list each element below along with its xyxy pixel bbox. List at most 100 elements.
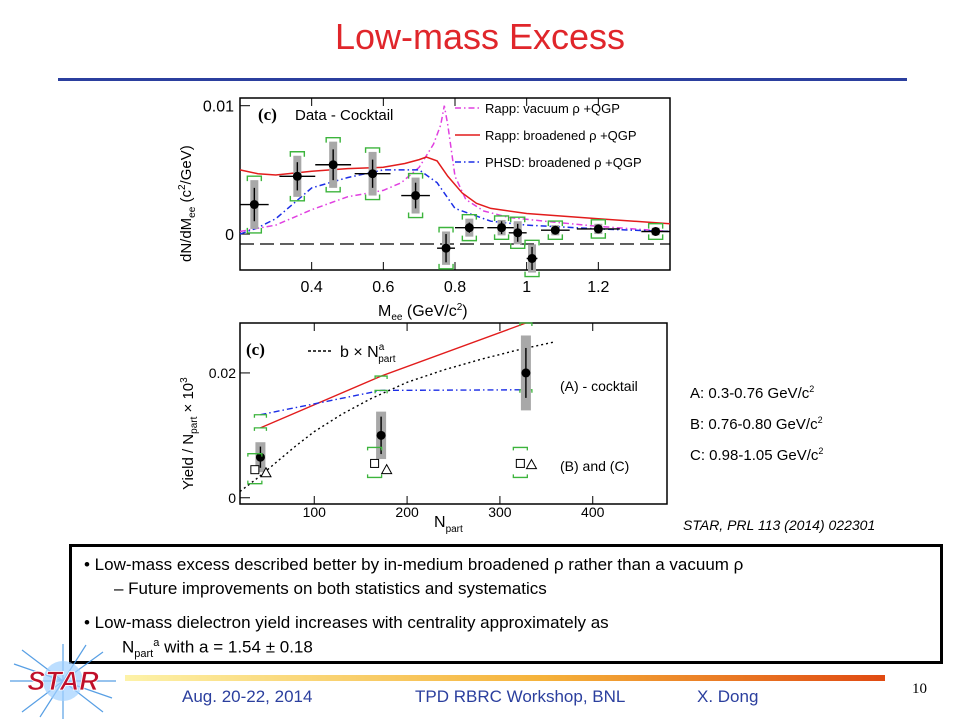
- annotation-b-and-c: (B) and (C): [560, 458, 629, 474]
- top-y-tick-label: 0: [225, 227, 234, 244]
- data-point-c: [260, 466, 272, 478]
- summary-bullet-2-formula: Nparta with a = 1.54 ± 0.18: [122, 637, 313, 661]
- data-point-c: [380, 463, 393, 475]
- sys-bracket-top: [647, 222, 664, 229]
- data-point: [651, 226, 661, 236]
- data-point: [593, 224, 603, 234]
- sys-bracket-bottom: [461, 235, 478, 242]
- model-bracket: [253, 427, 268, 431]
- sys-bracket-top: [524, 239, 540, 246]
- bottom-panel-label: (c): [246, 340, 265, 359]
- sys-bracket-bottom: [493, 234, 510, 241]
- bottom-y-axis-label: Yield / Npart × 103: [179, 377, 200, 490]
- summary-box: • Low-mass excess described better by in…: [69, 544, 943, 664]
- data-point: [328, 160, 338, 170]
- bottom-x-tick-label: 300: [488, 504, 512, 520]
- sys-bracket-top: [289, 151, 306, 157]
- sys-bracket-top: [510, 216, 526, 223]
- legend-label-phsd: PHSD: broadened ρ +QGP: [485, 155, 642, 170]
- data-point-b: [515, 458, 525, 468]
- legend-label-rapp-broadened: Rapp: broadened ρ +QGP: [485, 128, 637, 143]
- bottom-x-axis-label: Npart: [434, 514, 463, 535]
- sys-bracket-bottom: [325, 186, 341, 193]
- data-point: [249, 200, 259, 210]
- data-point-a: [255, 452, 265, 462]
- bottom-x-tick-label: 200: [395, 504, 419, 520]
- mass-window-b: B: 0.76-0.80 GeV/c2: [690, 415, 823, 433]
- data-point: [441, 243, 451, 253]
- bottom-x-tick-label: 400: [581, 504, 605, 520]
- top-x-axis-label: Mee (GeV/c2): [378, 302, 468, 323]
- model-bracket: [253, 414, 268, 418]
- b-bracket-top: [512, 446, 528, 451]
- data-point-b: [250, 465, 260, 475]
- legend-label-rapp-vacuum: Rapp: vacuum ρ +QGP: [485, 101, 620, 116]
- top-x-tick-label: 0.6: [372, 279, 394, 296]
- model-bracket: [374, 375, 388, 380]
- sys-bracket-top: [325, 136, 341, 143]
- sys-bracket-bottom: [647, 234, 664, 241]
- bottom-x-tick-label: 100: [303, 504, 327, 520]
- curve-rapp-broadened-qgp: [239, 156, 671, 225]
- data-point-b: [370, 458, 380, 468]
- curve-phsd-broadened-qgp: [239, 169, 671, 235]
- slide-title: Low-mass Excess: [334, 16, 626, 57]
- sys-bracket-bottom: [590, 233, 607, 239]
- sys-bracket-bottom: [524, 271, 540, 278]
- mass-window-a: A: 0.3-0.76 GeV/c2: [690, 384, 815, 402]
- model-bracket: [519, 322, 533, 326]
- sys-bracket-bottom: [547, 234, 564, 241]
- sys-bracket-top: [407, 172, 424, 179]
- sys-bracket-top: [246, 175, 263, 182]
- top-x-tick-label: 0.4: [301, 279, 323, 296]
- mass-window-c: C: 0.98-1.05 GeV/c2: [690, 446, 824, 464]
- sys-bracket-bottom: [438, 263, 454, 270]
- data-point: [464, 223, 474, 233]
- data-point: [550, 225, 560, 235]
- top-y-axis-label: dN/dMee (c2/GeV): [177, 145, 198, 262]
- sys-bracket-top: [493, 215, 510, 221]
- data-point: [368, 169, 378, 179]
- data-point: [292, 171, 302, 181]
- data-point: [513, 228, 523, 238]
- star-logo: STAR: [10, 644, 116, 719]
- model-bracket: [374, 389, 388, 394]
- sys-bracket-top: [438, 226, 454, 233]
- data-point: [497, 223, 507, 233]
- bottom-legend-label: b × Na part: [340, 342, 396, 365]
- footer-gradient-bar: [125, 675, 885, 681]
- sys-bracket-top: [364, 147, 381, 153]
- curve-rapp-vacuum-qgp: [239, 105, 671, 233]
- top-x-tick-label: 1: [522, 279, 531, 296]
- summary-bullet-1: • Low-mass excess described better by in…: [84, 555, 744, 574]
- data-point-a: [376, 430, 386, 440]
- data-point: [527, 253, 537, 263]
- b-bracket-bottom: [512, 474, 528, 479]
- summary-bullet-2: • Low-mass dielectron yield increases wi…: [84, 613, 609, 632]
- sys-bracket-bottom: [407, 212, 424, 219]
- b-bracket-top: [247, 453, 263, 457]
- sys-bracket-bottom: [246, 227, 263, 234]
- top-x-tick-label: 0.8: [444, 279, 466, 296]
- sys-bracket-top: [547, 220, 564, 227]
- bottom-plot-frame: [239, 322, 668, 505]
- citation: STAR, PRL 113 (2014) 022301: [683, 517, 876, 533]
- footer-author: X. Dong: [697, 687, 759, 706]
- annotation-a-cocktail: (A) - cocktail: [560, 378, 638, 394]
- sys-bracket-bottom: [289, 195, 306, 202]
- star-logo-text: STAR: [27, 666, 99, 696]
- top-plot-title: Data - Cocktail: [295, 107, 393, 124]
- b-bracket-bottom: [366, 474, 383, 479]
- sys-bracket-top: [461, 213, 478, 220]
- footer-date: Aug. 20-22, 2014: [182, 687, 313, 706]
- top-x-tick-label: 1.2: [587, 279, 609, 296]
- sys-bracket-bottom: [364, 194, 381, 201]
- page-number: 10: [912, 681, 927, 697]
- bottom-y-tick-label: 0: [228, 490, 236, 506]
- summary-sub-bullet: – Future improvements on both statistics…: [114, 579, 547, 598]
- data-point-a: [521, 368, 531, 378]
- sys-bracket-top: [590, 219, 607, 225]
- bottom-y-tick-label: 0.02: [209, 365, 236, 381]
